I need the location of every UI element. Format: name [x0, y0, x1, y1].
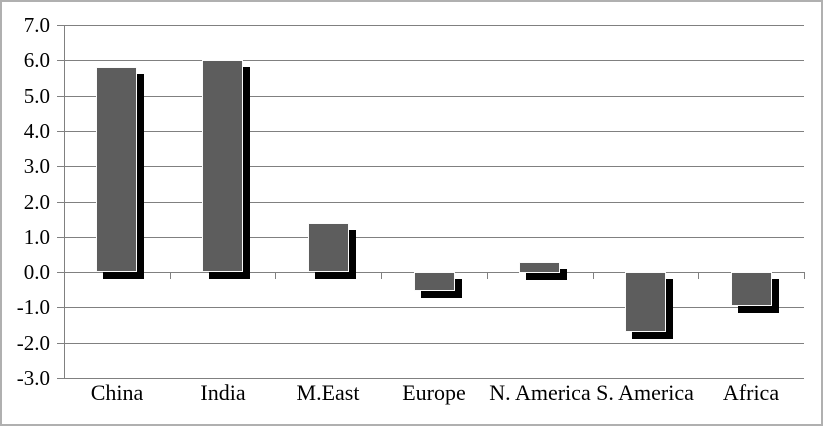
category-label-m-east: M.East	[296, 380, 360, 405]
x-axis-tick	[170, 272, 171, 279]
y-axis-tick-label: 1.0	[23, 225, 50, 249]
x-axis-tick	[381, 272, 382, 279]
x-axis-tick	[64, 272, 65, 279]
y-axis-tick-label: 3.0	[23, 154, 50, 178]
bar-n-america	[519, 262, 560, 273]
x-axis-tick	[804, 272, 805, 279]
x-axis-tick	[593, 272, 594, 279]
y-axis-tick	[57, 202, 64, 203]
y-axis-tick-label: 2.0	[23, 190, 50, 214]
y-axis-tick-label: 7.0	[23, 13, 50, 37]
y-axis-tick	[57, 131, 64, 132]
y-axis-tick-label: -2.0	[16, 331, 50, 355]
y-axis-tick-label: -1.0	[16, 295, 50, 319]
bar-africa	[731, 272, 772, 306]
y-axis-tick	[57, 166, 64, 167]
y-axis-line	[64, 25, 65, 379]
bar-m-east	[308, 223, 349, 272]
y-axis-tick	[57, 237, 64, 238]
category-label-s-america: S. America	[596, 380, 694, 405]
category-label-europe: Europe	[402, 380, 466, 405]
y-axis-tick	[57, 96, 64, 97]
x-axis-tick	[275, 272, 276, 279]
bar-india	[202, 60, 243, 272]
gridline	[64, 166, 804, 167]
category-label-india: India	[200, 380, 246, 405]
y-axis-tick	[57, 307, 64, 308]
category-label-africa: Africa	[722, 380, 780, 405]
y-axis-tick	[57, 343, 64, 344]
y-axis-tick-label: 0.0	[23, 260, 50, 284]
y-axis-tick-label: -3.0	[16, 366, 50, 390]
gridline	[64, 237, 804, 238]
bar-s-america	[625, 272, 666, 332]
y-axis-tick-label: 5.0	[23, 84, 50, 108]
y-axis-tick-label: 4.0	[23, 119, 50, 143]
gridline	[64, 343, 804, 344]
gridline	[64, 96, 804, 97]
gridline	[64, 307, 804, 308]
y-axis-tick	[57, 272, 64, 273]
gridline	[64, 25, 804, 26]
gridline	[64, 131, 804, 132]
gridline	[64, 60, 804, 61]
x-axis-tick	[698, 272, 699, 279]
bar-europe	[414, 272, 455, 291]
y-axis-tick	[57, 378, 64, 379]
bar-shadow-n-america	[526, 269, 567, 280]
x-axis-tick	[487, 272, 488, 279]
y-axis-tick-label: 6.0	[23, 48, 50, 72]
bar-china	[96, 67, 137, 272]
y-axis-tick	[57, 60, 64, 61]
gridline	[64, 202, 804, 203]
category-label-n-america: N. America	[489, 380, 591, 405]
y-axis-tick	[57, 25, 64, 26]
category-label-china: China	[90, 380, 144, 405]
gridline	[64, 378, 804, 379]
